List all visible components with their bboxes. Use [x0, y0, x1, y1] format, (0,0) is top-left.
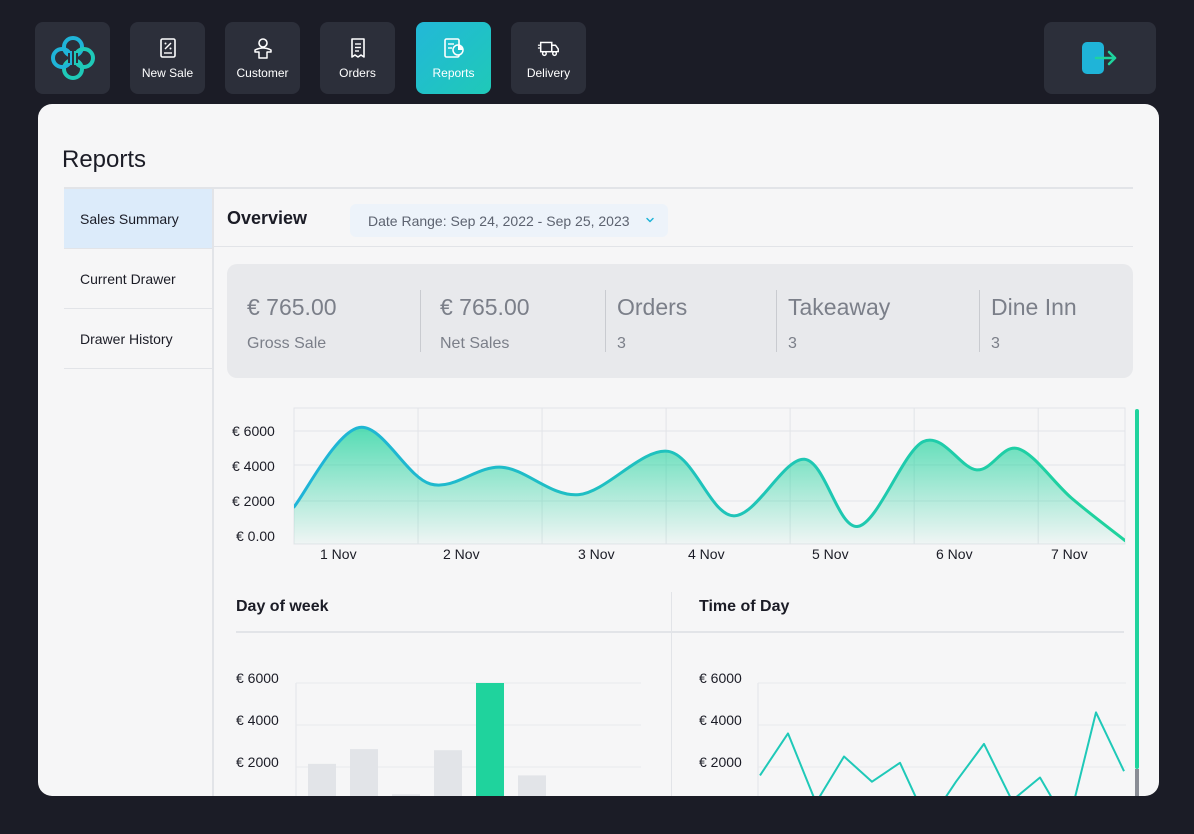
day-of-week-bar-chart: € 6000 € 4000 € 2000 [214, 664, 671, 796]
reports-panel: Reports Sales Summary Current Drawer Dra… [38, 104, 1159, 796]
y-tick-label: € 2000 [232, 493, 275, 509]
nav-delivery-button[interactable]: Delivery [511, 22, 586, 94]
clover-logo-icon [50, 36, 95, 80]
scrollbar-track [1135, 769, 1139, 796]
day-of-week-title: Day of week [236, 598, 329, 615]
x-tick-label: 2 Nov [443, 546, 480, 562]
stat-separator [979, 290, 980, 352]
overview-title: Overview [227, 208, 308, 228]
date-range-dropdown[interactable]: Date Range: Sep 24, 2022 - Sep 25, 2023 [350, 204, 668, 237]
document-icon [346, 36, 370, 60]
nav-orders-button[interactable]: Orders [320, 22, 395, 94]
content-scrollbar[interactable] [1135, 409, 1139, 796]
bar[interactable] [476, 683, 504, 796]
scrollbar-thumb[interactable] [1135, 409, 1139, 769]
report-chart-icon [442, 36, 466, 60]
y-tick-label: € 2000 [699, 754, 742, 770]
y-tick-label: € 4000 [232, 458, 275, 474]
chevron-down-icon [644, 213, 656, 229]
time-of-day-title: Time of Day [699, 598, 790, 615]
y-tick-label: € 0.00 [236, 528, 275, 544]
x-tick-label: 4 Nov [688, 546, 725, 562]
stat-label: Gross Sale [247, 335, 327, 352]
bar-chart-svg [295, 682, 641, 796]
sidebar-item-sales-summary[interactable]: Sales Summary [64, 189, 214, 249]
nav-new-sale-button[interactable]: New Sale [130, 22, 205, 94]
nav-customer-button[interactable]: Customer [225, 22, 300, 94]
divider [672, 631, 1124, 633]
y-tick-label: € 4000 [236, 712, 279, 728]
nav-reports-button[interactable]: Reports [416, 22, 491, 94]
area-fill [294, 427, 1125, 544]
nav-customer-label: Customer [236, 66, 289, 80]
bar[interactable] [392, 794, 420, 796]
section-divider [671, 592, 672, 796]
y-tick-label: € 6000 [236, 670, 279, 686]
x-tick-label: 6 Nov [936, 546, 973, 562]
logout-button[interactable] [1044, 22, 1156, 94]
x-tick-label: 3 Nov [578, 546, 615, 562]
stat-label: Net Sales [440, 335, 510, 352]
stat-value: € 765.00 [247, 294, 337, 320]
reports-sidebar: Sales Summary Current Drawer Drawer Hist… [64, 189, 214, 369]
bar[interactable] [308, 763, 336, 796]
y-tick-label: € 6000 [699, 670, 742, 686]
divider [214, 246, 1133, 247]
nav-orders-label: Orders [339, 66, 376, 80]
stat-value: Orders [617, 294, 688, 320]
stat-separator [776, 290, 777, 352]
area-series-line [294, 425, 1125, 543]
area-chart-svg [293, 407, 1126, 545]
stat-value: € 765.00 [440, 294, 530, 320]
receipt-percent-icon [156, 36, 180, 60]
logout-icon [1082, 42, 1117, 74]
bar[interactable] [350, 749, 378, 796]
app-logo[interactable] [35, 22, 110, 94]
y-tick-label: € 6000 [232, 423, 275, 439]
stat-separator [605, 290, 606, 352]
bar[interactable] [434, 750, 462, 796]
line-chart-svg [757, 682, 1126, 796]
sales-area-chart: € 6000 € 4000 € 2000 € 0.00 1 Nov 2 Nov … [214, 400, 1134, 570]
stat-label: 3 [991, 335, 1000, 352]
time-of-day-line-chart: € 6000 € 4000 € 2000 [672, 664, 1132, 796]
sidebar-item-drawer-history[interactable]: Drawer History [64, 309, 214, 369]
stat-value: Takeaway [788, 294, 891, 320]
time-of-day-series-line [759, 711, 1125, 796]
bar[interactable] [518, 775, 546, 796]
x-tick-label: 5 Nov [812, 546, 849, 562]
divider [236, 631, 671, 633]
stat-label: 3 [788, 335, 797, 352]
y-tick-label: € 4000 [699, 712, 742, 728]
y-tick-label: € 2000 [236, 754, 279, 770]
date-range-label: Date Range: Sep 24, 2022 - Sep 25, 2023 [368, 212, 630, 229]
x-tick-label: 1 Nov [320, 546, 357, 562]
nav-new-sale-label: New Sale [141, 66, 194, 80]
divider [64, 187, 1133, 189]
page-title: Reports [62, 146, 147, 173]
top-navigation-bar: New Sale Customer Orders Reports Deliver… [0, 0, 1194, 104]
stat-separator [420, 290, 421, 352]
stats-summary-card: € 765.00 Gross Sale € 765.00 Net Sales O… [227, 264, 1133, 378]
sidebar-divider [212, 189, 214, 796]
sidebar-item-current-drawer[interactable]: Current Drawer [64, 249, 214, 309]
stat-label: 3 [617, 335, 626, 352]
stat-value: Dine Inn [991, 294, 1077, 320]
truck-icon [537, 36, 561, 60]
person-icon [251, 36, 275, 60]
nav-reports-label: Reports [432, 66, 475, 80]
x-tick-label: 7 Nov [1051, 546, 1088, 562]
nav-delivery-label: Delivery [526, 66, 571, 80]
